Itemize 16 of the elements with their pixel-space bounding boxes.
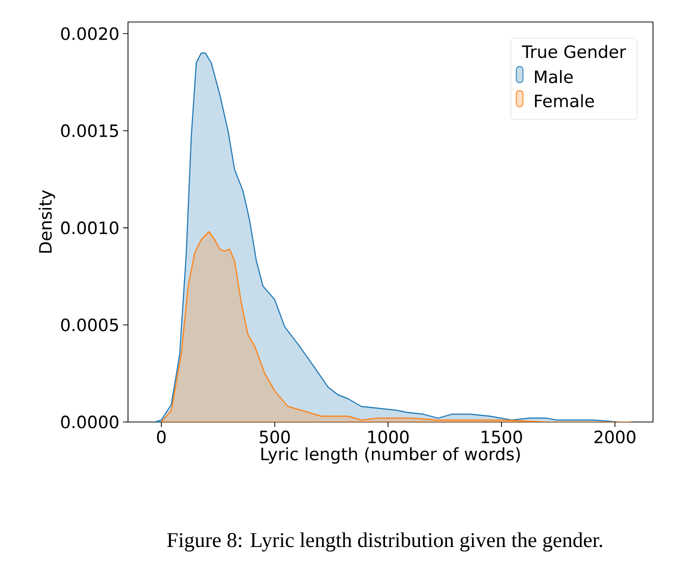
y-tick-label: 0.0020 <box>61 27 118 40</box>
y-tick-label: 0.0005 <box>61 318 118 332</box>
y-tick-label: 0.0000 <box>61 416 118 428</box>
x-tick-label: 2000 <box>594 430 636 444</box>
legend-label: Female <box>535 94 594 108</box>
legend-title: True Gender <box>522 44 626 58</box>
y-tick-label: 0.0015 <box>61 124 118 138</box>
x-tick-label: 1000 <box>368 430 409 444</box>
x-axis-title: Lyric length (number of words) <box>261 447 520 464</box>
x-tick-label: 1500 <box>482 430 522 444</box>
x-tick-label: 500 <box>260 430 290 444</box>
caption: Figure 8: Lyric length distribution given the gender. <box>167 532 602 552</box>
y-axis-title: Density <box>38 190 56 253</box>
legend-label: Male <box>535 70 573 84</box>
y-tick-label: 0.0010 <box>61 221 118 234</box>
x-tick-label: 0 <box>157 430 166 444</box>
